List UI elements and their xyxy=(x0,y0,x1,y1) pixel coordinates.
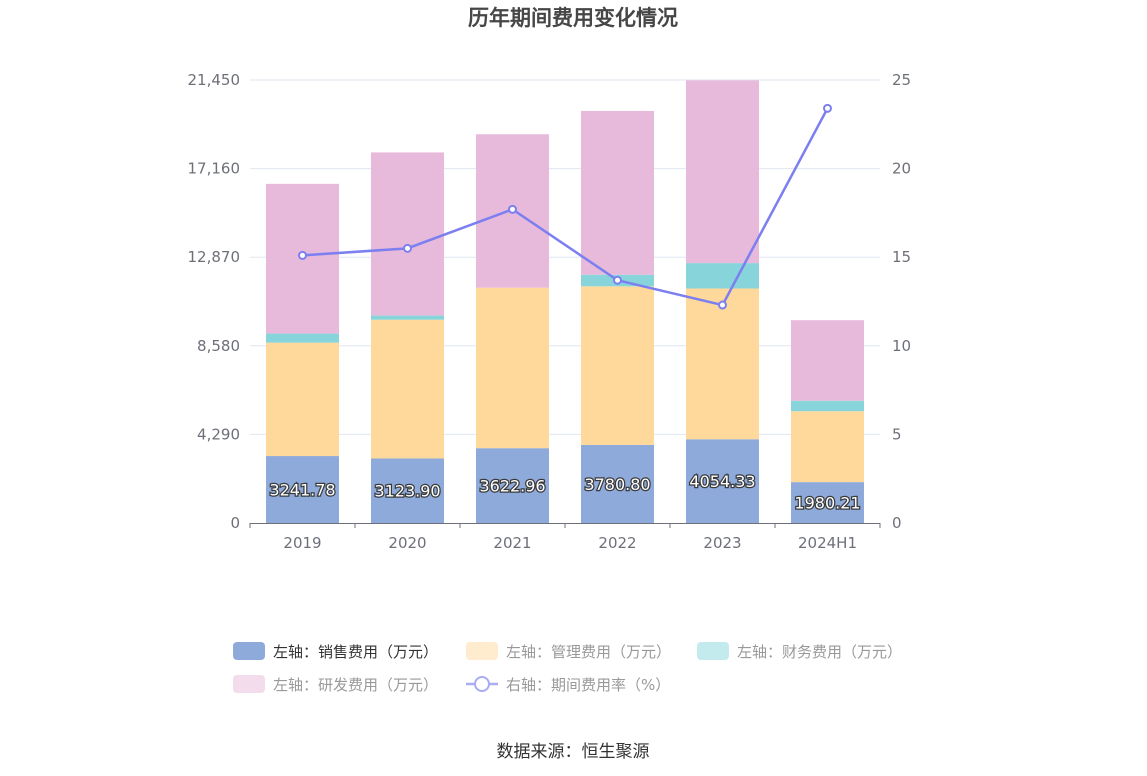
x-tick-label: 2022 xyxy=(598,534,636,552)
bar-segment xyxy=(686,263,759,289)
bar-data-label: 3123.90 xyxy=(374,482,440,501)
bar-segment xyxy=(371,152,444,316)
legend-label: 右轴：期间费用率（%） xyxy=(506,676,670,694)
bar-segment xyxy=(581,110,654,275)
bar-segment xyxy=(476,287,549,449)
right-tick-label: 20 xyxy=(892,160,911,178)
bar-segment xyxy=(581,444,654,523)
left-tick-label: 17,160 xyxy=(188,160,241,178)
bar-segment xyxy=(371,315,444,320)
rate-point xyxy=(823,103,832,113)
legend-marker-icon xyxy=(474,676,490,692)
left-tick-label: 8,580 xyxy=(197,337,240,355)
rate-point xyxy=(613,275,622,285)
bar-data-label: 4054.33 xyxy=(689,472,755,491)
left-tick-label: 0 xyxy=(230,514,240,532)
bar-segment xyxy=(791,320,864,401)
left-axis-ticks: 0 4,290 8,580 12,870 17,160 21,450 xyxy=(188,71,241,532)
bar-segment xyxy=(791,411,864,483)
x-tick-label: 2021 xyxy=(493,534,531,552)
right-tick-label: 15 xyxy=(892,248,911,266)
rate-line xyxy=(298,103,832,310)
bar-segment xyxy=(476,448,549,523)
left-tick-label: 21,450 xyxy=(188,71,241,89)
legend-swatch xyxy=(233,642,265,660)
legend-label: 左轴：管理费用（万元） xyxy=(506,643,671,661)
bar-segment xyxy=(686,80,759,264)
bar-segment xyxy=(266,456,339,523)
bar-segment xyxy=(266,333,339,343)
legend-swatch xyxy=(466,642,498,660)
right-tick-label: 5 xyxy=(892,425,902,443)
bar-data-label: 3241.78 xyxy=(269,481,335,500)
x-tick-label: 2020 xyxy=(388,534,426,552)
right-axis-ticks: 0 5 10 15 20 25 xyxy=(892,71,911,532)
right-tick-label: 0 xyxy=(892,514,902,532)
rate-line-path xyxy=(302,107,829,307)
rate-point xyxy=(508,204,517,214)
right-tick-label: 10 xyxy=(892,337,911,355)
bar-segment xyxy=(686,288,759,440)
grid-lines xyxy=(250,79,880,435)
legend-label: 左轴：财务费用（万元） xyxy=(737,643,902,661)
bar-segment xyxy=(686,439,759,523)
legend: 左轴：销售费用（万元） 左轴：管理费用（万元） 左轴：财务费用（万元） 左轴：研发费用… xyxy=(233,642,902,694)
x-tick-label: 2023 xyxy=(703,534,741,552)
x-tick-label: 2024H1 xyxy=(798,534,857,552)
bar-labels: 3241.78 3123.90 3622.96 3780.80 4054.33 1980.… xyxy=(268,471,862,514)
x-axis: 2019 2020 2021 2022 2023 2024H1 xyxy=(249,523,881,552)
bar-group xyxy=(266,80,864,523)
left-tick-label: 12,870 xyxy=(188,248,241,266)
bar-data-label: 1980.21 xyxy=(794,494,860,513)
chart-title: 历年期间费用变化情况 xyxy=(468,6,678,30)
bar-segment xyxy=(791,482,864,523)
legend-swatch xyxy=(697,642,729,660)
bar-data-label: 3622.96 xyxy=(479,477,545,496)
source-note: 数据来源：恒生聚源 xyxy=(497,742,650,762)
bar-segment xyxy=(581,286,654,445)
bar-segment xyxy=(266,342,339,457)
rate-point xyxy=(403,243,412,253)
right-tick-label: 25 xyxy=(892,71,911,89)
bar-data-label: 3780.80 xyxy=(584,475,650,494)
bar-segment xyxy=(371,319,444,459)
rate-point xyxy=(718,300,727,310)
legend-swatch xyxy=(233,675,265,693)
bar-segment xyxy=(791,400,864,412)
legend-label: 左轴：销售费用（万元） xyxy=(273,643,438,661)
legend-label: 左轴：研发费用（万元） xyxy=(273,676,438,694)
rate-point xyxy=(298,250,307,260)
bar-segment xyxy=(371,458,444,523)
x-tick-label: 2019 xyxy=(283,534,321,552)
left-tick-label: 4,290 xyxy=(197,425,240,443)
